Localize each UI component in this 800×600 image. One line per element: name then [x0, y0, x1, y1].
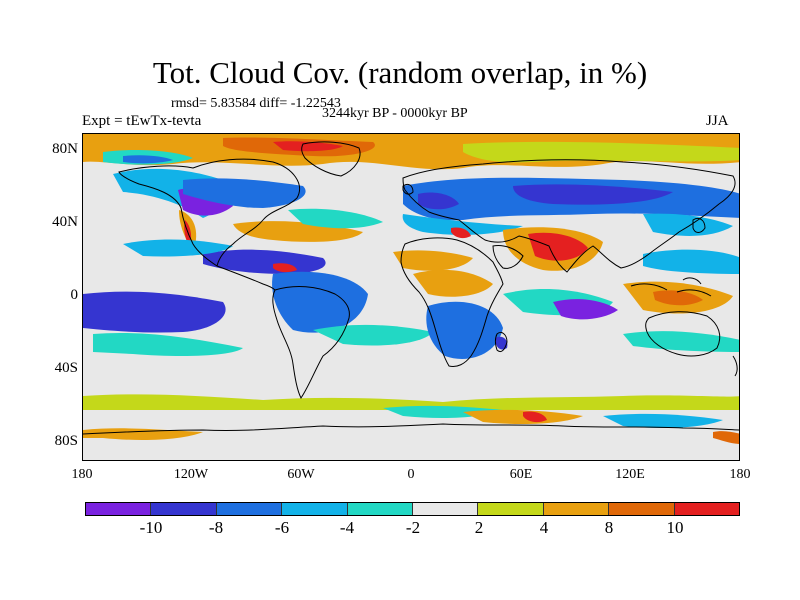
- colorbar-swatch: [150, 503, 216, 515]
- colorbar-label: -10: [139, 518, 163, 537]
- arctic-yellow-band: [463, 141, 739, 163]
- arctic-red-patch: [273, 141, 343, 152]
- lon-label: 0: [407, 467, 415, 482]
- antarctic-orange: [463, 409, 583, 424]
- plot-title: Tot. Cloud Cov. (random overlap, in %): [152, 55, 648, 90]
- atlantic-cyan: [313, 324, 433, 346]
- w-pacific-cyan: [643, 249, 739, 274]
- colorbar-swatch: [281, 503, 347, 515]
- colorbar-swatch: [608, 503, 674, 515]
- eurasia-cyan-edge: [402, 214, 523, 235]
- colorbar-label: -8: [208, 518, 224, 537]
- lon-label: 60W: [287, 467, 315, 482]
- colorbar-label: 8: [604, 518, 614, 537]
- anomaly-map: [83, 134, 739, 444]
- lon-label: 120E: [615, 467, 645, 482]
- map-panel: [82, 133, 740, 461]
- coast-north-america: [118, 158, 300, 267]
- colorbar-swatch: [86, 503, 151, 515]
- antarctic-cyan-east: [603, 413, 723, 428]
- coast-maritime: [630, 277, 712, 297]
- coast-south-america: [272, 286, 350, 399]
- lat-label: 80N: [52, 141, 78, 157]
- e-pacific-blue: [83, 291, 226, 333]
- coast-greenland: [301, 141, 361, 177]
- season-label: JJA: [706, 113, 729, 129]
- sahara-orange: [393, 250, 473, 271]
- coast-antarctica: [83, 423, 739, 435]
- antarctic-base-orange: [83, 428, 203, 440]
- colorbar-swatch: [542, 503, 609, 515]
- antarctic-base-right: [713, 431, 739, 444]
- colorbar-swatch: [477, 503, 543, 515]
- lat-label: 80S: [54, 433, 78, 449]
- africa-blue: [426, 301, 503, 359]
- coastlines: [83, 141, 739, 435]
- europe-purple: [418, 192, 459, 210]
- lon-label: 120W: [173, 467, 209, 482]
- coast-new-zealand: [732, 355, 738, 377]
- africa-orange: [413, 269, 493, 297]
- colorbar-swatch: [412, 503, 478, 515]
- colorbar-swatch: [215, 503, 282, 515]
- coast-arabia: [492, 245, 524, 269]
- coast-africa: [400, 237, 504, 367]
- coast-madagascar: [495, 331, 508, 353]
- maritime-red: [653, 290, 703, 306]
- lon-label: 180: [729, 467, 751, 482]
- colorbar-label: -4: [339, 518, 355, 537]
- austral-cyan: [623, 331, 739, 352]
- lat-label: 0: [70, 287, 79, 303]
- antarctic-red: [523, 411, 547, 423]
- amazon-blue: [272, 271, 368, 333]
- coast-japan: [692, 217, 706, 233]
- indian-ocean-purple: [553, 299, 618, 320]
- tropical-pacific-cyan: [123, 239, 233, 257]
- rmsd-diff-stats: rmsd= 5.83584 diff= -1.22543: [171, 96, 341, 111]
- southern-yellow-band: [83, 394, 739, 410]
- lat-label: 40N: [52, 214, 78, 230]
- na-blue-belt: [183, 178, 306, 208]
- s-pacific-cyan: [93, 332, 243, 356]
- colorbar-swatch: [673, 503, 740, 515]
- colorbar: [85, 502, 740, 516]
- med-red: [451, 227, 471, 239]
- lon-label: 180: [71, 467, 93, 482]
- lon-label: 60E: [509, 467, 533, 482]
- time-period-subtitle: 3244kyr BP - 0000kyr BP: [322, 106, 468, 121]
- caribbean-red: [273, 263, 297, 273]
- colorbar-label: -2: [405, 518, 421, 537]
- lat-label: 40S: [54, 360, 78, 376]
- coast-uk: [402, 183, 414, 195]
- na-cyan-atlantic: [288, 208, 383, 229]
- asia-cyan-east: [643, 213, 733, 236]
- colorbar-label: 10: [666, 518, 684, 537]
- eurasia-purple-core: [513, 184, 673, 205]
- arctic-blue-patch: [123, 155, 173, 164]
- tropical-pacific-blue: [203, 249, 326, 274]
- anomaly-fields: [83, 134, 739, 444]
- madagascar-purple: [495, 336, 508, 350]
- colorbar-swatch: [346, 503, 413, 515]
- colorbar-label: 2: [474, 518, 484, 537]
- colorbar-label: 4: [539, 518, 549, 537]
- india-red: [528, 232, 588, 261]
- coast-europe-asia: [402, 159, 736, 273]
- coast-australia: [645, 311, 721, 357]
- coast-central-america: [216, 265, 276, 291]
- colorbar-label: -6: [274, 518, 290, 537]
- experiment-label: Expt = tEwTx-tevta: [82, 113, 202, 129]
